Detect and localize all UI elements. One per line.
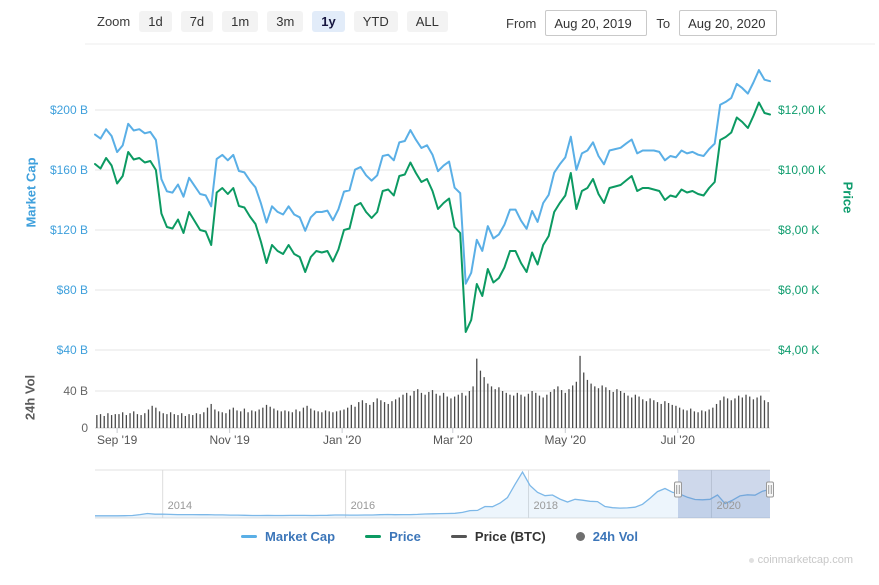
zoom-button-3m[interactable]: 3m — [267, 11, 304, 32]
watermark-text: coinmarketcap.com — [757, 554, 853, 566]
legend-label: Market Cap — [265, 529, 336, 544]
navigator-area — [95, 472, 770, 518]
to-label: To — [656, 15, 671, 31]
zoom-button-1m[interactable]: 1m — [222, 11, 259, 32]
zoom-range-buttons: 1d 7d 1m 3m 1y YTD ALL — [139, 11, 448, 32]
zoom-label: Zoom — [97, 14, 131, 29]
navigator-year-label: 2016 — [350, 500, 376, 512]
plot-area[interactable] — [95, 50, 770, 428]
navigator-year-label: 2014 — [167, 500, 193, 512]
legend-line-swatch — [241, 535, 258, 538]
x-axis-label: Sep '19 — [96, 433, 138, 447]
watermark: coinmarketcap.com — [748, 554, 853, 566]
to-date-input[interactable] — [679, 10, 778, 36]
legend-label: Price — [389, 529, 421, 544]
x-axis-label: Jan '20 — [322, 433, 362, 447]
coinmarketcap-logo-icon — [748, 557, 754, 563]
legend-item-24h-vol[interactable]: 24h Vol — [575, 529, 638, 544]
legend-line-swatch — [365, 535, 382, 538]
zoom-button-7d[interactable]: 7d — [180, 11, 214, 32]
legend-label: 24h Vol — [592, 529, 638, 544]
date-range-controls: From To — [506, 10, 778, 36]
market-cap-axis-title: Market Cap — [23, 157, 39, 228]
zoom-button-all[interactable]: ALL — [406, 11, 448, 32]
zoom-button-ytd[interactable]: YTD — [353, 11, 398, 32]
navigator-year-label: 2018 — [533, 500, 559, 512]
legend-circle-swatch — [575, 532, 585, 541]
legend-label: Price (BTC) — [474, 529, 546, 544]
x-axis-label: Jul '20 — [660, 433, 695, 447]
legend: Market Cap Price Price (BTC) 24h Vol — [0, 529, 879, 544]
navigator-handle-left[interactable] — [673, 481, 682, 498]
legend-item-price[interactable]: Price — [365, 529, 421, 544]
volume-axis-title: 24h Vol — [22, 374, 38, 421]
market-cap-line — [94, 69, 771, 285]
zoom-button-1y[interactable]: 1y — [312, 11, 345, 32]
from-label: From — [506, 15, 537, 31]
legend-item-market-cap[interactable]: Market Cap — [241, 529, 335, 544]
toolbar: Zoom 1d 7d 1m 3m 1y YTD ALL — [97, 11, 448, 32]
zoom-button-1d[interactable]: 1d — [139, 11, 172, 32]
price-axis-title: Price — [840, 181, 856, 214]
navigator-line — [95, 470, 771, 517]
x-axis-label: May '20 — [544, 433, 587, 447]
navigator-selected-range[interactable] — [677, 470, 770, 518]
navigator-handle-right[interactable] — [766, 481, 774, 498]
legend-line-swatch — [450, 535, 467, 538]
x-axis-label: Nov '19 — [209, 433, 250, 447]
navigator-year-label: 2020 — [716, 500, 741, 512]
price-line — [94, 101, 771, 333]
x-axis-label: Mar '20 — [432, 433, 473, 447]
legend-item-price-btc-[interactable]: Price (BTC) — [450, 529, 546, 544]
from-date-input[interactable] — [545, 10, 648, 36]
